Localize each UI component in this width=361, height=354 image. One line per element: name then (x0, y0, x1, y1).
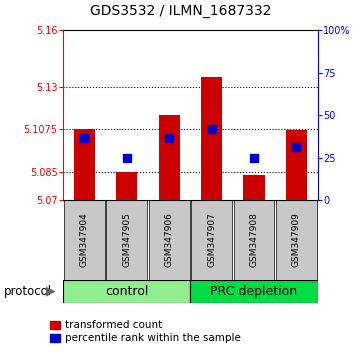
Text: ▶: ▶ (46, 285, 56, 298)
Point (166, 135, 172, 141)
Bar (191, 280, 318, 303)
Bar (276, 200, 317, 280)
Text: GSM347906: GSM347906 (165, 212, 174, 267)
Text: GSM347904: GSM347904 (80, 212, 89, 267)
Text: GDS3532 / ILMN_1687332: GDS3532 / ILMN_1687332 (90, 4, 271, 18)
Bar (74, 129, 95, 200)
Bar (63, 280, 191, 303)
Point (209, 126, 214, 132)
Text: GSM347907: GSM347907 (207, 212, 216, 267)
Bar (106, 200, 147, 280)
Point (293, 144, 299, 150)
Point (251, 156, 257, 161)
Bar (149, 200, 190, 280)
Bar (64, 200, 105, 280)
Bar (116, 172, 138, 200)
Text: GSM347908: GSM347908 (249, 212, 258, 267)
Bar (286, 130, 307, 200)
Text: protocol: protocol (4, 285, 52, 298)
Legend: transformed count, percentile rank within the sample: transformed count, percentile rank withi… (50, 320, 241, 343)
Bar (234, 200, 274, 280)
Text: control: control (105, 285, 148, 298)
Point (82, 135, 87, 141)
Text: PRC depletion: PRC depletion (210, 285, 297, 298)
Text: GSM347905: GSM347905 (122, 212, 131, 267)
Bar (191, 200, 232, 280)
Text: GSM347909: GSM347909 (292, 212, 301, 267)
Bar (201, 77, 222, 200)
Point (124, 156, 130, 161)
Bar (243, 176, 265, 200)
Bar (158, 115, 180, 200)
